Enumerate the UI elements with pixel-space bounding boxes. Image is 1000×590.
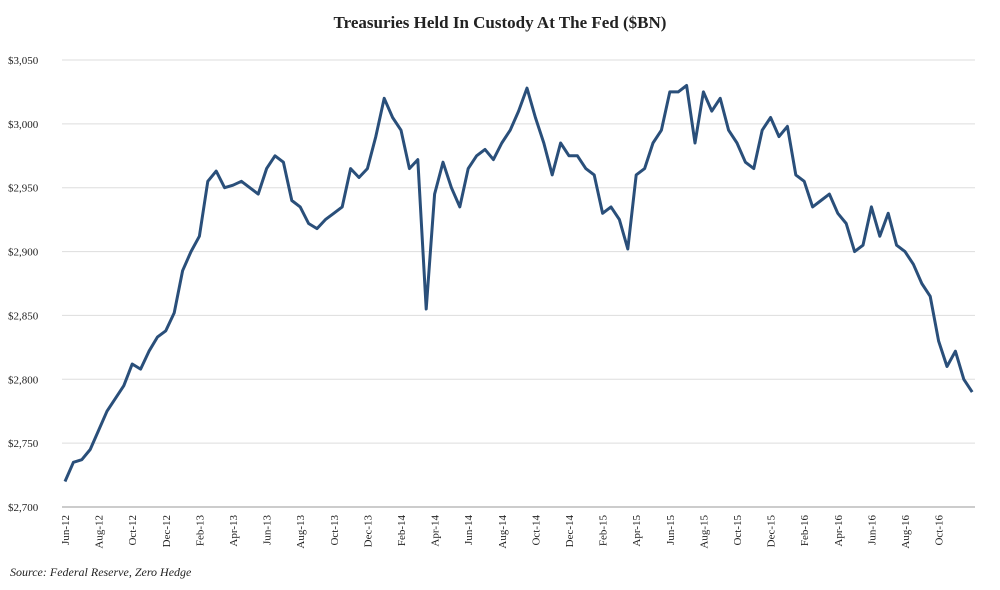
x-tick-label: Aug-14 [497, 515, 509, 549]
x-tick-label: Jun-14 [463, 515, 475, 545]
y-tick-label: $2,850 [8, 310, 39, 322]
x-tick-label: Oct-14 [530, 515, 542, 546]
x-tick-label: Jun-13 [262, 515, 274, 545]
x-tick-label: Jun-12 [60, 515, 72, 545]
x-tick-label: Apr-14 [430, 515, 442, 547]
x-tick-label: Feb-15 [598, 515, 610, 547]
x-tick-label: Aug-16 [900, 515, 912, 549]
y-tick-label: $2,900 [8, 247, 39, 259]
x-tick-label: Dec-12 [161, 515, 173, 547]
x-tick-label: Jun-15 [665, 515, 677, 545]
y-tick-label: $2,950 [8, 183, 39, 195]
x-tick-label: Apr-16 [833, 515, 845, 547]
x-tick-label: Aug-13 [295, 515, 307, 549]
x-tick-label: Apr-15 [631, 515, 643, 547]
x-tick-label: Dec-15 [766, 515, 778, 548]
line-series [63, 84, 974, 483]
x-tick-label: Aug-12 [94, 515, 106, 549]
y-tick-label: $2,750 [8, 438, 39, 450]
chart-title: Treasuries Held In Custody At The Fed ($… [334, 13, 667, 32]
y-tick-label: $2,700 [8, 502, 39, 514]
x-tick-label: Oct-12 [127, 515, 139, 546]
y-tick-label: $3,000 [8, 119, 39, 131]
x-tick-label: Dec-14 [564, 515, 576, 548]
x-tick-label: Jun-16 [866, 515, 878, 545]
x-tick-label: Aug-15 [698, 515, 710, 549]
x-tick-label: Oct-15 [732, 515, 744, 546]
x-tick-label: Feb-16 [799, 515, 811, 547]
x-tick-label: Apr-13 [228, 515, 240, 547]
y-tick-label: $2,800 [8, 374, 39, 386]
x-tick-label: Feb-13 [194, 515, 206, 547]
x-tick-label: Oct-13 [329, 515, 341, 546]
source: Source: Federal Reserve, Zero Hedge [10, 565, 192, 579]
x-tick-label: Dec-13 [362, 515, 374, 548]
y-tick-label: $3,050 [8, 55, 39, 67]
x-tick-label: Feb-14 [396, 515, 408, 547]
x-tick-label: Oct-16 [934, 515, 946, 546]
